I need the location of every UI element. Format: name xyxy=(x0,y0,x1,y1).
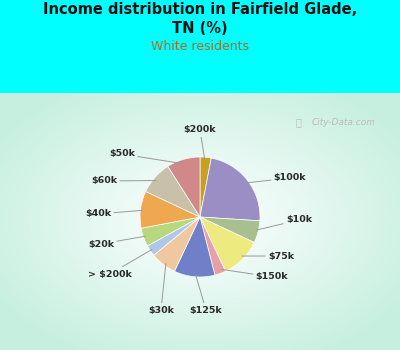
Wedge shape xyxy=(200,158,260,221)
Wedge shape xyxy=(200,217,260,243)
Text: $200k: $200k xyxy=(184,126,216,159)
Text: TN (%): TN (%) xyxy=(172,21,228,36)
Text: $75k: $75k xyxy=(242,252,294,260)
Text: $125k: $125k xyxy=(190,275,222,315)
Text: White residents: White residents xyxy=(151,40,249,53)
Text: $100k: $100k xyxy=(246,174,306,183)
Text: City-Data.com: City-Data.com xyxy=(312,118,376,127)
Wedge shape xyxy=(146,166,200,217)
Text: $50k: $50k xyxy=(109,149,182,163)
Wedge shape xyxy=(141,217,200,246)
Text: ⓘ: ⓘ xyxy=(296,117,302,127)
Text: $30k: $30k xyxy=(148,264,174,315)
Wedge shape xyxy=(200,217,254,271)
Wedge shape xyxy=(140,191,200,228)
Wedge shape xyxy=(174,217,215,277)
Text: Income distribution in Fairfield Glade,: Income distribution in Fairfield Glade, xyxy=(43,2,357,17)
Wedge shape xyxy=(168,157,200,217)
Wedge shape xyxy=(154,217,200,271)
Text: $10k: $10k xyxy=(256,216,312,230)
Wedge shape xyxy=(200,157,211,217)
Text: $40k: $40k xyxy=(85,210,142,218)
Wedge shape xyxy=(200,217,226,275)
Text: $60k: $60k xyxy=(91,176,156,186)
Text: $150k: $150k xyxy=(222,270,288,281)
Text: $20k: $20k xyxy=(88,236,145,248)
Wedge shape xyxy=(148,217,200,255)
Text: > $200k: > $200k xyxy=(88,250,152,279)
